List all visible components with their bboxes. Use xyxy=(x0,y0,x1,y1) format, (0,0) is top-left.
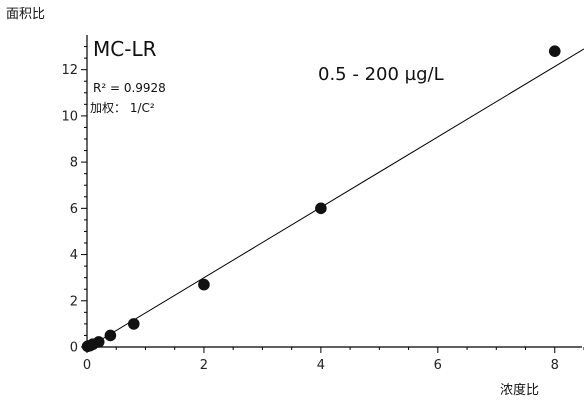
x-tick-label: 6 xyxy=(434,358,442,373)
tick-labels: 0 2 4 6 8 0 2 4 6 8 10 12 xyxy=(61,63,558,373)
compound-label: MC-LR xyxy=(93,37,157,61)
data-point xyxy=(315,202,327,215)
x-tick-label: 8 xyxy=(551,358,559,373)
y-tick-label: 10 xyxy=(61,109,78,124)
data-point xyxy=(104,329,117,342)
data-point xyxy=(92,336,105,348)
y-tick-label: 4 xyxy=(70,248,78,263)
data-points xyxy=(81,45,561,353)
r2-label: R² = 0.9928 xyxy=(93,81,166,95)
axes xyxy=(86,35,582,348)
x-axis-title: 浓度比 xyxy=(500,382,539,398)
y-tick-label: 6 xyxy=(70,202,78,217)
fit-line xyxy=(86,48,584,349)
data-point xyxy=(548,45,561,57)
range-label: 0.5 - 200 µg/L xyxy=(318,64,444,85)
y-axis-title: 面积比 xyxy=(6,7,45,22)
y-tick-label: 8 xyxy=(70,156,78,171)
x-tick-label: 0 xyxy=(83,358,91,373)
x-tick-label: 4 xyxy=(317,358,325,373)
weighting-label: 加权： 1/C² xyxy=(90,101,155,115)
y-tick-label: 12 xyxy=(61,63,78,78)
x-tick-label: 2 xyxy=(200,358,208,373)
y-tick-label: 0 xyxy=(70,341,78,356)
y-tick-label: 2 xyxy=(70,294,78,309)
data-point xyxy=(198,278,210,291)
ticks xyxy=(81,46,584,353)
data-point xyxy=(127,318,140,330)
